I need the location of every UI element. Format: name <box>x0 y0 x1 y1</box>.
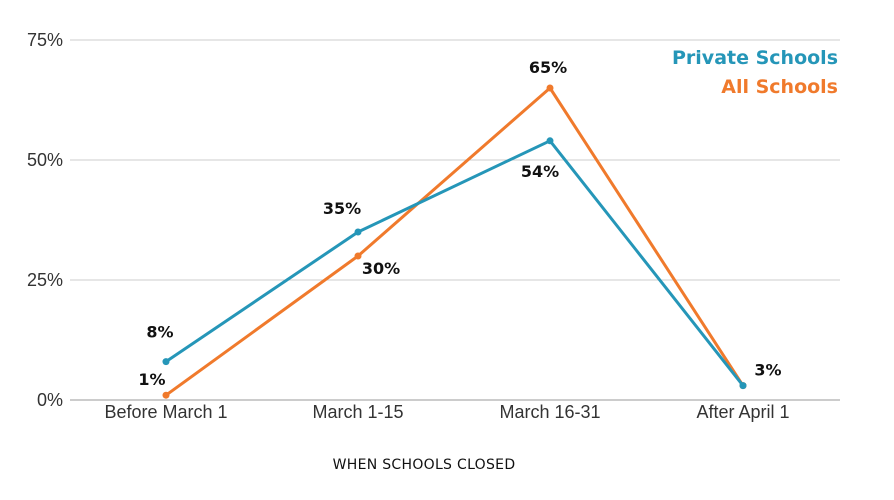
data-point <box>739 382 747 390</box>
x-axis-title: WHEN SCHOOLS CLOSED <box>333 457 516 473</box>
data-labels: 8% 35% 54% 3% 1% 30% 65% <box>138 58 781 389</box>
series-lines <box>162 84 747 399</box>
series-line <box>165 86 745 397</box>
data-point <box>354 252 362 260</box>
legend-entry: Private Schools <box>672 47 838 69</box>
data-label: 35% <box>323 199 361 218</box>
data-point <box>546 84 554 92</box>
data-label: 30% <box>362 259 400 278</box>
x-tick-label: Before March 1 <box>104 402 227 422</box>
series-line <box>165 139 745 387</box>
data-label: 54% <box>521 162 559 181</box>
data-point <box>162 391 170 399</box>
data-label: 8% <box>146 323 173 342</box>
data-point <box>162 358 170 366</box>
y-tick-label: 25% <box>27 270 63 290</box>
y-tick-label: 50% <box>27 150 63 170</box>
legend: Private Schools All Schools <box>672 47 838 98</box>
legend-entry: All Schools <box>721 76 838 98</box>
data-label: 1% <box>138 370 165 389</box>
data-point <box>354 228 362 236</box>
data-point <box>546 137 554 145</box>
data-label: 65% <box>529 58 567 77</box>
gridlines <box>70 39 840 401</box>
x-axis-tick-labels: Before March 1 March 1-15 March 16-31 After… <box>104 402 789 422</box>
y-tick-label: 0% <box>37 390 63 410</box>
data-label: 3% <box>754 361 781 380</box>
y-tick-label: 75% <box>27 30 63 50</box>
x-tick-label: March 1-15 <box>312 402 403 422</box>
x-tick-label: After April 1 <box>696 402 789 422</box>
x-tick-label: March 16-31 <box>499 402 600 422</box>
y-axis-tick-labels: 0% 25% 50% 75% <box>27 30 63 410</box>
